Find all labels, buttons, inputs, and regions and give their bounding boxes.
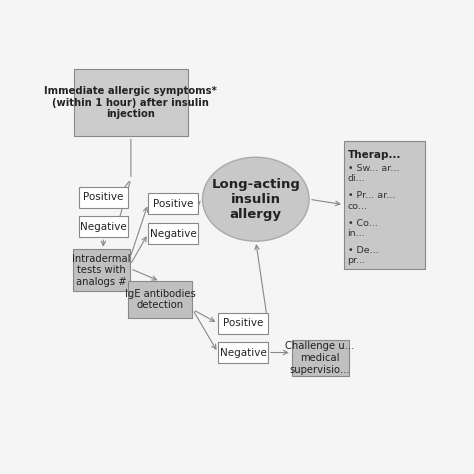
FancyBboxPatch shape (148, 223, 198, 244)
Text: IgE antibodies
detection: IgE antibodies detection (125, 289, 196, 310)
Text: Intradermal
tests with
analogs #: Intradermal tests with analogs # (72, 254, 131, 287)
Text: • Sw... ar...
di...: • Sw... ar... di... (347, 164, 399, 183)
FancyBboxPatch shape (148, 193, 198, 214)
Text: • Co...
in...: • Co... in... (347, 219, 377, 238)
Text: Negative: Negative (219, 347, 266, 357)
Text: • De...
pr...: • De... pr... (347, 246, 378, 265)
Text: Immediate allergic symptoms*
(within 1 hour) after insulin
injection: Immediate allergic symptoms* (within 1 h… (45, 86, 217, 119)
Text: Positive: Positive (153, 199, 193, 209)
FancyBboxPatch shape (73, 249, 130, 292)
FancyBboxPatch shape (218, 313, 268, 334)
FancyBboxPatch shape (292, 340, 348, 376)
FancyBboxPatch shape (79, 187, 128, 208)
Text: Challenge u...
medical
supervisio...: Challenge u... medical supervisio... (285, 341, 355, 374)
Text: Long-acting
insulin
allergy: Long-acting insulin allergy (211, 178, 300, 221)
FancyBboxPatch shape (74, 69, 188, 136)
Text: Negative: Negative (80, 222, 127, 232)
FancyBboxPatch shape (218, 342, 268, 363)
FancyBboxPatch shape (128, 282, 192, 318)
Text: Positive: Positive (223, 319, 263, 328)
Ellipse shape (202, 157, 309, 241)
Text: Negative: Negative (150, 228, 197, 238)
FancyBboxPatch shape (344, 141, 425, 269)
FancyBboxPatch shape (79, 216, 128, 237)
Text: Positive: Positive (83, 192, 124, 202)
Text: Therap...: Therap... (347, 150, 401, 160)
Text: • Pr... ar...
co...: • Pr... ar... co... (347, 191, 395, 210)
